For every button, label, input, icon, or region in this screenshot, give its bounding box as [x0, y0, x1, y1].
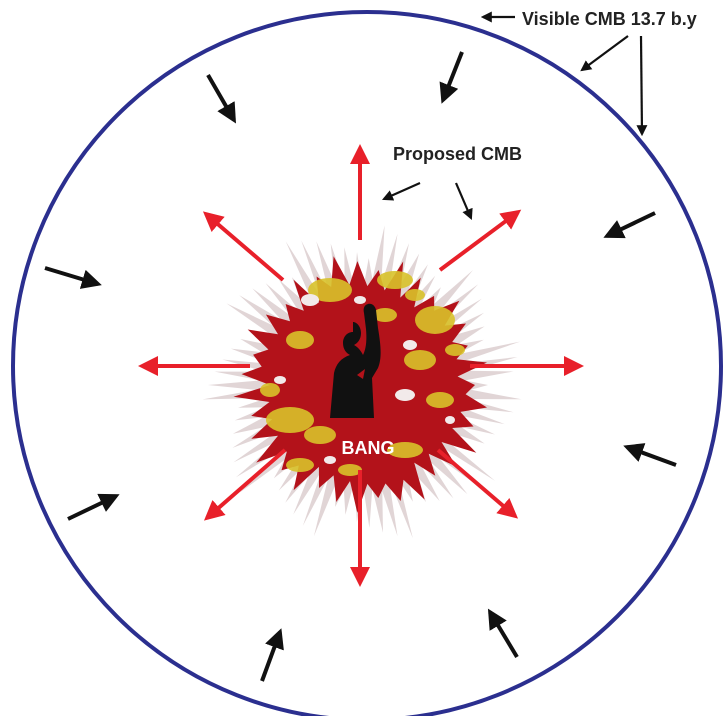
- outward-arrow: [436, 448, 519, 519]
- proposed-label-pointer-arrow: [381, 181, 421, 201]
- inward-arrow: [67, 493, 120, 521]
- visible-cmb-circle: [11, 10, 723, 716]
- proposed-cmb-label: Proposed CMB: [393, 144, 522, 164]
- raised-fist-figure-icon: [330, 303, 381, 418]
- outward-arrow: [202, 211, 285, 282]
- visible-label-pointer-arrow: [580, 35, 629, 72]
- visible-label-pointer-arrow: [636, 35, 648, 137]
- inward-arrows: [44, 51, 677, 682]
- inward-arrow: [623, 443, 677, 467]
- outward-arrows: [138, 144, 584, 587]
- visible-cmb-label: Visible CMB 13.7 b.y: [522, 9, 697, 29]
- bang-label: BANG: [342, 438, 395, 458]
- inward-arrow: [603, 211, 656, 239]
- inward-arrow: [206, 73, 237, 124]
- outward-arrow: [203, 448, 287, 521]
- inward-arrow: [439, 51, 464, 104]
- proposed-label-pointer-arrow: [454, 182, 473, 221]
- outward-arrow: [438, 209, 522, 272]
- inward-arrow: [260, 628, 284, 682]
- label-pointer-arrows: [381, 11, 648, 221]
- inward-arrow: [44, 266, 102, 289]
- inward-arrow: [487, 608, 519, 659]
